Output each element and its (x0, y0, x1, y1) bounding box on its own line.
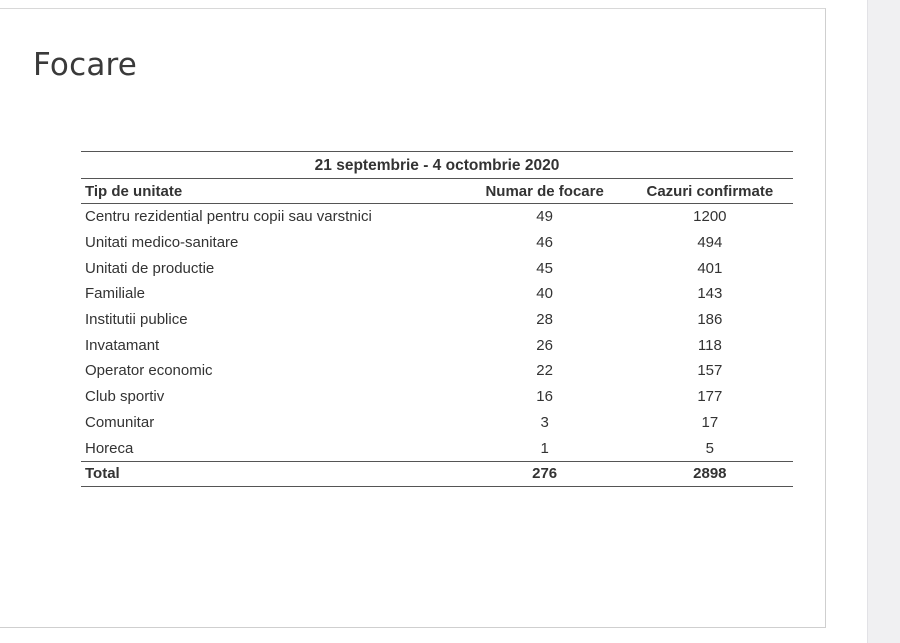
outbreak-count-cell: 26 (536, 336, 553, 354)
confirmed-cases-cell: 17 (701, 413, 719, 431)
outbreaks-table-container: 21 septembrie - 4 octombrie 2020 Tip de … (81, 151, 793, 487)
table-row: Familiale 40 143 (81, 281, 793, 307)
unit-type-cell: Operator economic (85, 362, 213, 380)
outbreak-count-cell: 22 (536, 362, 553, 380)
outbreak-count-cell: 46 (536, 234, 553, 252)
unit-type-cell: Horeca (85, 439, 134, 457)
confirmed-cases-cell: 177 (697, 388, 723, 406)
unit-type-cell: Unitati medico-sanitare (85, 234, 239, 252)
outbreak-count-cell: 1 (540, 439, 549, 457)
confirmed-cases-cell: 494 (697, 234, 723, 252)
total-outbreak-count: 276 (462, 460, 627, 487)
unit-type-cell: Comunitar (85, 413, 155, 431)
header-row: Tip de unitate Numar de focare Cazuri co… (81, 178, 793, 204)
confirmed-cases-cell: 1200 (693, 208, 727, 226)
period-row: 21 septembrie - 4 octombrie 2020 (81, 151, 793, 179)
table-row: Institutii publice 28 186 (81, 307, 793, 333)
header-outbreak-count: Numar de focare (462, 178, 627, 204)
table-row: Club sportiv 16 177 (81, 384, 793, 410)
total-row: Total 276 2898 (81, 460, 793, 487)
outbreaks-table: 21 septembrie - 4 octombrie 2020 Tip de … (81, 151, 793, 487)
side-panel (867, 0, 900, 643)
outbreak-count-cell: 49 (536, 208, 553, 226)
total-label: Total (81, 460, 463, 487)
header-confirmed-cases: Cazuri confirmate (626, 178, 793, 204)
outbreak-count-cell: 3 (540, 413, 549, 431)
confirmed-cases-cell: 401 (697, 259, 723, 277)
table-row: Invatamant 26 118 (81, 332, 793, 358)
outbreak-count-cell: 28 (536, 311, 553, 329)
unit-type-cell: Unitati de productie (85, 259, 215, 277)
table-row: Operator economic 22 157 (81, 358, 793, 384)
header-unit-type: Tip de unitate (81, 178, 463, 204)
slide: Focare 21 septembrie - 4 octombrie 2020 … (0, 8, 826, 628)
table-row: Unitati de productie 45 401 (81, 255, 793, 281)
table-row: Centru rezidential pentru copii sau vars… (81, 204, 793, 230)
outbreak-count-cell: 16 (536, 388, 553, 406)
table-row: Unitati medico-sanitare 46 494 (81, 230, 793, 256)
period-label: 21 septembrie - 4 octombrie 2020 (81, 151, 793, 179)
outbreak-count-cell: 40 (536, 285, 553, 303)
unit-type-cell: Familiale (85, 285, 146, 303)
unit-type-cell: Centru rezidential pentru copii sau vars… (85, 208, 372, 226)
unit-type-cell: Invatamant (85, 336, 160, 354)
confirmed-cases-cell: 157 (697, 362, 723, 380)
confirmed-cases-cell: 143 (697, 285, 723, 303)
unit-type-cell: Institutii publice (85, 311, 188, 329)
table-row: Comunitar 3 17 (81, 410, 793, 436)
table-row: Horeca 1 5 (81, 435, 793, 461)
confirmed-cases-cell: 118 (697, 336, 722, 354)
confirmed-cases-cell: 5 (705, 439, 715, 457)
slide-title: Focare (33, 47, 138, 83)
total-confirmed-cases: 2898 (626, 460, 793, 487)
outbreak-count-cell: 45 (536, 259, 553, 277)
unit-type-cell: Club sportiv (85, 388, 165, 406)
confirmed-cases-cell: 186 (697, 311, 723, 329)
